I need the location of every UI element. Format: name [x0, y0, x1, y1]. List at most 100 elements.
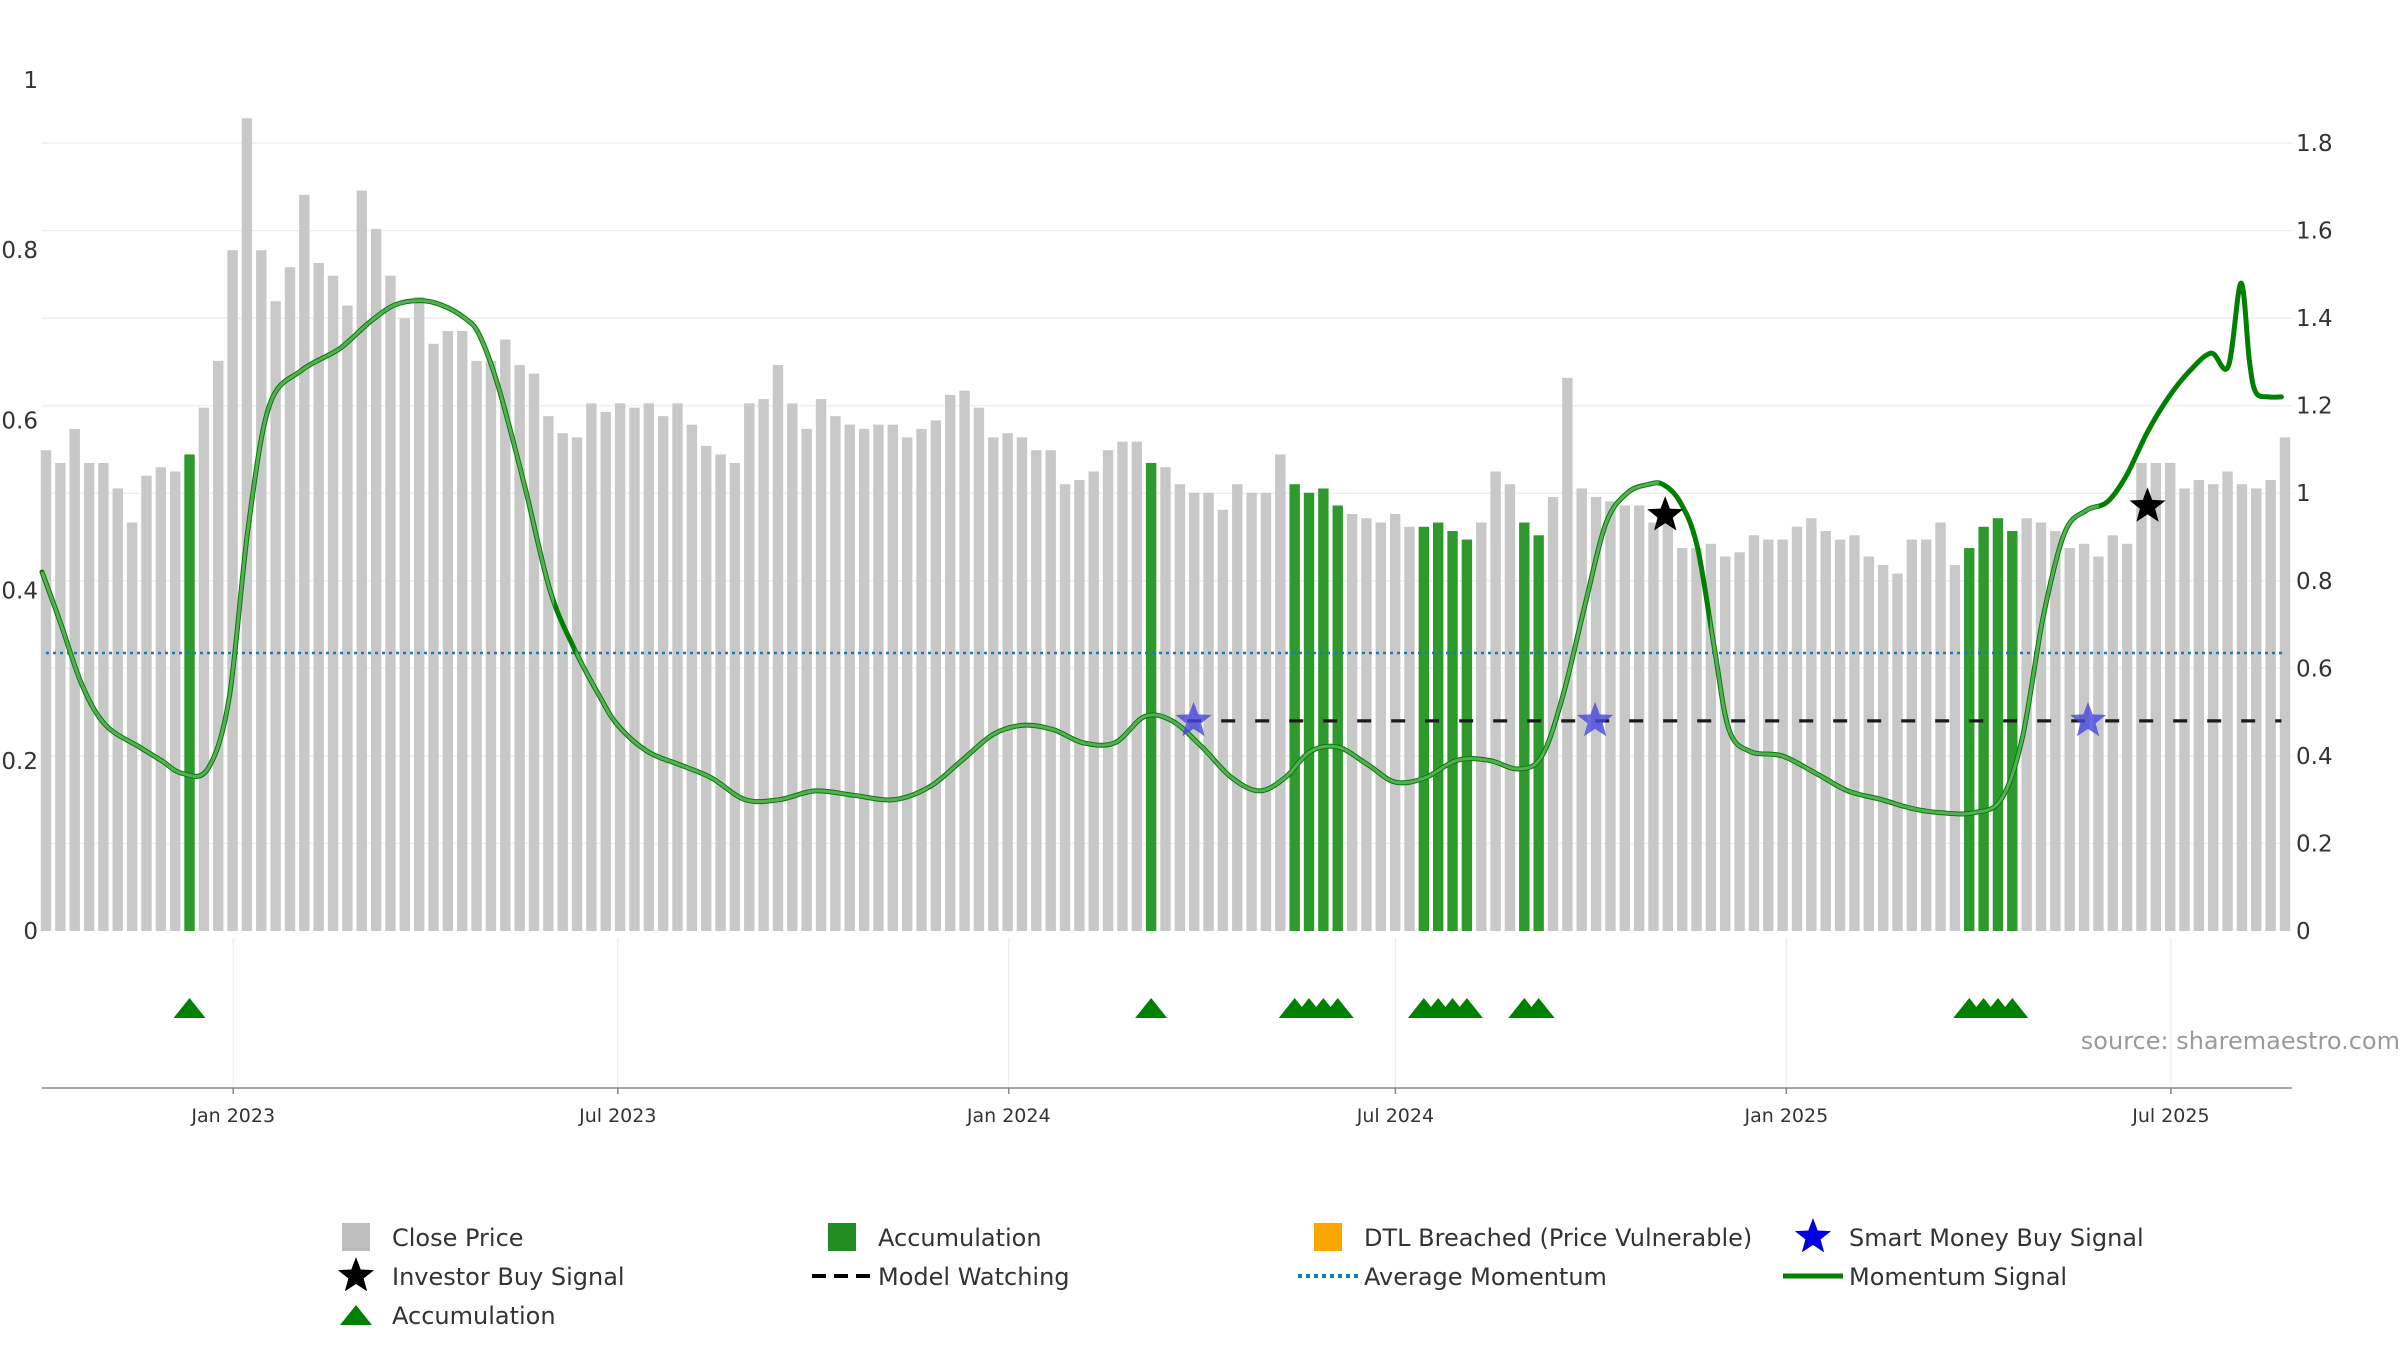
close-price-bar	[2050, 531, 2061, 931]
y-left-tick-label: 1	[23, 68, 38, 94]
accumulation-triangle	[173, 998, 206, 1018]
smart-money-buy-star	[2070, 701, 2107, 737]
y-right-tick-label: 0.8	[2296, 569, 2333, 595]
close-price-bar	[428, 343, 439, 931]
smart-money-buy-star	[1577, 701, 1614, 737]
close-price-bar	[2107, 535, 2118, 931]
close-price-bar	[787, 403, 798, 931]
legend-item: Accumulation	[828, 1223, 1042, 1252]
investor-buy-star	[1647, 496, 1684, 531]
close-price-bar	[2121, 543, 2133, 931]
close-price-bar	[2193, 479, 2205, 931]
close-price-bar	[1361, 518, 1372, 931]
y-left-tick-label: 0.8	[1, 238, 38, 264]
legend-item: Close Price	[342, 1223, 524, 1252]
investor-buy-star	[2129, 487, 2166, 522]
close-price-bar	[815, 399, 827, 932]
close-price-bar	[457, 331, 468, 931]
close-price-bar	[1734, 552, 1745, 931]
close-price-bar	[1404, 526, 1415, 931]
close-price-bar	[1576, 488, 1587, 931]
close-price-bar	[1074, 479, 1085, 931]
close-price-bar	[1633, 505, 1645, 931]
accumulation-bar	[1978, 526, 1989, 931]
accumulation-triangle	[1996, 998, 2029, 1018]
close-price-bar	[643, 403, 655, 931]
close-price-bar	[155, 467, 167, 931]
close-price-bar	[973, 407, 985, 931]
legend-label: DTL Breached (Price Vulnerable)	[1364, 1224, 1752, 1252]
close-price-bar	[586, 403, 597, 931]
close-price-bar	[1246, 492, 1257, 931]
close-price-bar	[2208, 484, 2219, 931]
close-price-bar	[500, 339, 511, 931]
legend-item: DTL Breached (Price Vulnerable)	[1314, 1223, 1752, 1252]
y-left-tick-label: 0	[23, 919, 38, 945]
close-price-bar	[370, 228, 382, 931]
close-price-bar	[1160, 467, 1171, 931]
close-price-bar	[1203, 492, 1214, 931]
close-price-bar	[1260, 492, 1272, 931]
legend-item: Momentum Signal	[1783, 1263, 2067, 1291]
accumulation-bar	[1992, 518, 2004, 931]
legend-label: Accumulation	[878, 1224, 1042, 1252]
close-price-bar	[1720, 556, 1731, 931]
accumulation-bar	[1332, 505, 1343, 931]
close-price-bar	[342, 305, 353, 931]
momentum-signal	[39, 280, 2284, 817]
close-price-bar	[112, 488, 123, 931]
close-price-bar	[2265, 479, 2276, 931]
x-tick-label: Jul 2025	[2131, 1105, 2209, 1127]
close-price-bar	[571, 437, 583, 931]
close-price-bar	[299, 194, 310, 931]
close-price-bar	[1232, 484, 1243, 931]
close-price-bar	[543, 416, 554, 931]
close-price-bar	[2222, 471, 2233, 931]
close-price-bar	[1002, 433, 1013, 931]
y-right-tick-label: 1	[2296, 481, 2311, 507]
source-note: source: sharemaestro.com	[2081, 1027, 2400, 1055]
close-price-bar	[213, 360, 224, 932]
accumulation-bar	[1461, 539, 1473, 931]
close-price-bar	[2136, 462, 2147, 931]
close-price-bar	[830, 416, 841, 931]
close-price-bar	[600, 411, 611, 931]
close-price-bar	[55, 462, 66, 931]
close-price-bar	[614, 403, 626, 931]
legend-star-icon	[337, 1257, 375, 1292]
legend-item: Average Momentum	[1298, 1263, 1607, 1291]
accumulation-triangle	[1450, 998, 1483, 1018]
close-price-bar	[873, 424, 884, 931]
y-right-tick-label: 1.4	[2296, 306, 2333, 332]
y-right-tick-label: 0.6	[2296, 656, 2333, 682]
legend-label: Average Momentum	[1364, 1263, 1607, 1291]
close-price-bar	[1806, 518, 1817, 931]
close-price-bar	[1059, 484, 1071, 931]
accumulation-bar	[1289, 484, 1300, 931]
accumulation-bar	[1433, 522, 1444, 931]
legend-star-icon	[1794, 1218, 1832, 1253]
close-price-bar	[1562, 377, 1573, 932]
y-left-tick-label: 0.6	[1, 408, 38, 434]
close-price-bar	[485, 360, 497, 932]
close-price-bar	[1906, 539, 1918, 931]
y-right-tick-label: 0.2	[2296, 831, 2333, 857]
y-left-tick-label: 0.4	[1, 579, 38, 605]
close-price-bar	[471, 360, 482, 932]
close-price-bar	[399, 318, 411, 931]
close-price-bar	[1849, 535, 1860, 931]
close-price-bars	[40, 118, 2291, 932]
close-price-bar	[270, 301, 281, 931]
close-price-bar	[1476, 522, 1487, 931]
legend-triangle-icon	[340, 1305, 372, 1325]
close-price-bar	[227, 250, 238, 931]
close-price-bar	[686, 424, 698, 931]
close-price-bar	[69, 428, 80, 931]
legend-label: Smart Money Buy Signal	[1849, 1224, 2144, 1252]
close-price-bar	[198, 407, 210, 931]
y-left-tick-label: 0.2	[1, 749, 38, 775]
x-tick-label: Jan 2023	[190, 1105, 275, 1127]
legend-label: Accumulation	[392, 1302, 556, 1330]
accumulation-bar	[1145, 462, 1157, 931]
legend-label: Model Watching	[878, 1263, 1070, 1291]
